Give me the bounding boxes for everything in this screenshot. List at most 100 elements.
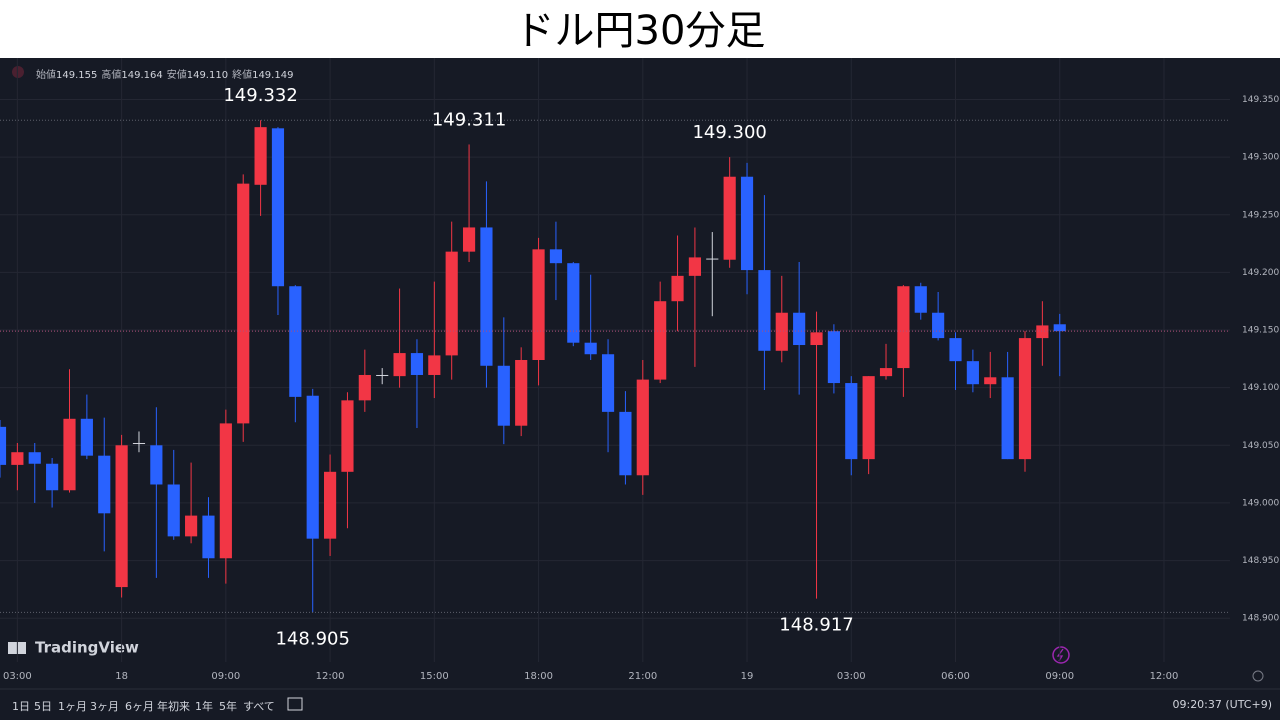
readout-label: 終値: [232, 70, 253, 81]
annotation: 149.311: [432, 109, 506, 130]
readout-value: 149.149: [252, 70, 294, 81]
x-tick-label: 12:00: [316, 671, 345, 682]
candle-body: [254, 127, 267, 185]
x-tick-label: 03:00: [3, 671, 32, 682]
candle-body: [219, 423, 232, 559]
range-button[interactable]: 1日: [12, 700, 30, 713]
candle-body: [601, 354, 615, 412]
range-button[interactable]: 3ヶ月: [90, 700, 119, 713]
candle-body: [63, 418, 76, 491]
candle-body: [636, 379, 649, 476]
page-title: ドル円30分足: [514, 8, 766, 54]
readout-item: 安値149.110: [167, 70, 228, 81]
candle-body: [132, 442, 146, 444]
candle-body: [549, 249, 563, 264]
y-tick-label: 149.000: [1242, 498, 1279, 508]
candle-body: [827, 331, 840, 384]
range-button[interactable]: 1ヶ月: [58, 700, 87, 713]
candle-body: [1018, 338, 1032, 460]
y-tick-label: 149.050: [1242, 441, 1279, 451]
readout-label: 始値: [36, 70, 56, 81]
candle-body: [237, 183, 250, 424]
date-range-icon[interactable]: [287, 697, 303, 711]
clock: 09:20:37 (UTC+9): [1172, 698, 1272, 711]
y-tick-label: 149.150: [1242, 326, 1279, 336]
candle-body: [150, 445, 163, 485]
candle-body: [445, 251, 458, 356]
range-button[interactable]: 6ヶ月: [125, 700, 154, 713]
x-tick-label: 12:00: [1150, 671, 1179, 682]
toolbar: 09:20:37 (UTC+9) 1日 5日 1ヶ月 3ヶ月 6ヶ月 年初来 1年 5年 すべて: [0, 690, 1280, 720]
candle-body: [410, 353, 424, 375]
candle-body: [185, 515, 198, 537]
range-button[interactable]: 5日: [34, 700, 52, 713]
candle-body: [914, 286, 927, 313]
candle-body: [358, 374, 371, 401]
candle-body: [654, 301, 667, 380]
candle-body: [167, 484, 180, 537]
candle-body: [28, 452, 41, 464]
y-tick-label: 149.250: [1242, 210, 1279, 220]
readout-item: 高値149.164: [101, 70, 162, 81]
candle-body: [984, 377, 997, 385]
candle-body: [619, 411, 632, 476]
candle-body: [480, 227, 493, 366]
annotation: 148.917: [779, 615, 853, 636]
annotation: 148.905: [275, 628, 349, 649]
candle-body: [949, 338, 962, 362]
x-tick-label: 06:00: [941, 671, 970, 682]
candle-body: [706, 258, 719, 260]
range-button[interactable]: 年初来: [157, 700, 190, 713]
symbol-icon[interactable]: [12, 66, 24, 78]
readout-item: 終値149.149: [232, 70, 293, 81]
candle-body: [723, 176, 736, 260]
watermark: TradingView: [35, 639, 139, 657]
ohlc-readout: 始値149.155 高値149.164 安値149.110 終値149.149: [36, 66, 297, 81]
candle-body: [584, 342, 597, 355]
candle-body: [1001, 377, 1014, 460]
x-tick-label: 03:00: [837, 671, 866, 682]
candle-body: [810, 332, 823, 346]
candle-body: [462, 227, 476, 252]
candle-body: [98, 455, 111, 514]
candle-body: [1053, 324, 1066, 332]
candle-body: [341, 400, 354, 472]
candle-body: [271, 128, 285, 287]
candle-body: [862, 376, 875, 460]
candle-body: [11, 452, 24, 465]
candle-body: [532, 249, 545, 360]
y-tick-label: 148.950: [1242, 556, 1279, 566]
annotation: 149.332: [223, 85, 297, 106]
candle-body: [879, 368, 893, 377]
x-tick-label: 19: [741, 671, 754, 682]
y-tick-label: 148.900: [1242, 614, 1279, 624]
alert-icon[interactable]: [1052, 646, 1070, 664]
range-button[interactable]: 1年: [195, 700, 213, 713]
candle-body: [289, 286, 302, 397]
x-tick-label: 21:00: [628, 671, 657, 682]
settings-icon[interactable]: [1252, 670, 1264, 682]
candle-body: [0, 426, 7, 465]
range-button[interactable]: すべて: [243, 700, 275, 713]
candle-body: [497, 365, 510, 426]
y-tick-label: 149.300: [1242, 153, 1279, 163]
candle-body: [306, 395, 319, 539]
candle-body: [202, 515, 215, 559]
candle-body: [46, 463, 59, 491]
readout-value: 149.110: [186, 70, 229, 81]
candle-body: [324, 471, 337, 539]
candle-body: [115, 445, 128, 588]
readout-value: 149.155: [56, 70, 98, 81]
y-tick-label: 149.100: [1242, 383, 1279, 393]
x-tick-label: 09:00: [1045, 671, 1074, 682]
annotation: 149.300: [692, 122, 766, 143]
readout-item: 始値149.155: [36, 70, 97, 81]
candle-body: [775, 312, 788, 351]
readout-value: 149.164: [121, 70, 163, 81]
candle-body: [932, 312, 945, 339]
candle-body: [845, 383, 858, 460]
chart: TradingView 149.350 149.300 149.250 149.200…: [0, 58, 1280, 720]
range-button[interactable]: 5年: [219, 700, 237, 713]
candle-body: [671, 275, 684, 302]
